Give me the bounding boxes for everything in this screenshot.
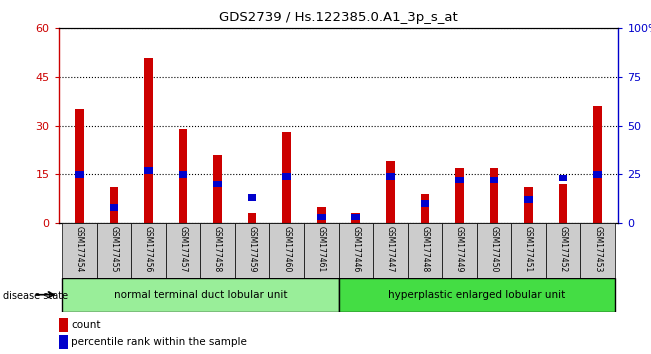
Bar: [524, 187, 533, 223]
Bar: [214, 181, 222, 187]
Bar: [109, 204, 118, 211]
Bar: [524, 196, 533, 203]
Text: GSM177452: GSM177452: [559, 226, 568, 272]
Bar: [352, 214, 360, 221]
FancyBboxPatch shape: [581, 223, 615, 278]
Bar: [317, 207, 326, 223]
Bar: [59, 318, 68, 332]
FancyBboxPatch shape: [442, 223, 477, 278]
Text: GSM177447: GSM177447: [386, 226, 395, 272]
Text: disease state: disease state: [3, 291, 68, 301]
Bar: [352, 213, 360, 223]
Text: GSM177457: GSM177457: [178, 226, 187, 272]
FancyBboxPatch shape: [235, 223, 270, 278]
Bar: [594, 106, 602, 223]
Bar: [248, 194, 256, 201]
Text: count: count: [71, 320, 100, 330]
Title: GDS2739 / Hs.122385.0.A1_3p_s_at: GDS2739 / Hs.122385.0.A1_3p_s_at: [219, 11, 458, 24]
Text: GSM177459: GSM177459: [247, 226, 256, 272]
Bar: [109, 187, 118, 223]
Bar: [248, 213, 256, 223]
FancyBboxPatch shape: [408, 223, 442, 278]
Bar: [75, 171, 83, 178]
Bar: [594, 171, 602, 178]
Text: GSM177451: GSM177451: [524, 226, 533, 272]
Bar: [421, 200, 429, 207]
Bar: [455, 168, 464, 223]
FancyBboxPatch shape: [373, 223, 408, 278]
FancyBboxPatch shape: [477, 223, 511, 278]
Bar: [490, 177, 499, 183]
FancyBboxPatch shape: [339, 278, 615, 312]
Bar: [75, 109, 83, 223]
Bar: [283, 132, 291, 223]
FancyBboxPatch shape: [62, 223, 96, 278]
Text: GSM177446: GSM177446: [352, 226, 360, 272]
Bar: [386, 161, 395, 223]
Text: GSM177453: GSM177453: [593, 226, 602, 272]
Text: GSM177449: GSM177449: [455, 226, 464, 272]
FancyBboxPatch shape: [339, 223, 373, 278]
Text: GSM177456: GSM177456: [144, 226, 153, 272]
Text: hyperplastic enlarged lobular unit: hyperplastic enlarged lobular unit: [388, 290, 565, 300]
FancyBboxPatch shape: [304, 223, 339, 278]
Bar: [317, 214, 326, 221]
FancyBboxPatch shape: [511, 223, 546, 278]
Text: GSM177460: GSM177460: [282, 226, 291, 272]
FancyBboxPatch shape: [131, 223, 166, 278]
FancyBboxPatch shape: [166, 223, 201, 278]
Bar: [144, 57, 153, 223]
Text: GSM177458: GSM177458: [213, 226, 222, 272]
Bar: [178, 129, 187, 223]
FancyBboxPatch shape: [270, 223, 304, 278]
FancyBboxPatch shape: [546, 223, 581, 278]
Bar: [490, 168, 499, 223]
Bar: [559, 175, 568, 182]
Bar: [214, 155, 222, 223]
Text: GSM177448: GSM177448: [421, 226, 430, 272]
Text: GSM177455: GSM177455: [109, 226, 118, 272]
Text: GSM177461: GSM177461: [317, 226, 326, 272]
FancyBboxPatch shape: [201, 223, 235, 278]
Bar: [59, 335, 68, 349]
Text: GSM177450: GSM177450: [490, 226, 499, 272]
Bar: [421, 194, 429, 223]
Bar: [386, 173, 395, 179]
Bar: [455, 177, 464, 183]
Bar: [144, 167, 153, 174]
Text: normal terminal duct lobular unit: normal terminal duct lobular unit: [113, 290, 287, 300]
FancyBboxPatch shape: [62, 278, 339, 312]
FancyBboxPatch shape: [96, 223, 131, 278]
Text: GSM177454: GSM177454: [75, 226, 84, 272]
Bar: [559, 184, 568, 223]
Text: percentile rank within the sample: percentile rank within the sample: [71, 337, 247, 347]
Bar: [178, 171, 187, 178]
Bar: [283, 173, 291, 179]
